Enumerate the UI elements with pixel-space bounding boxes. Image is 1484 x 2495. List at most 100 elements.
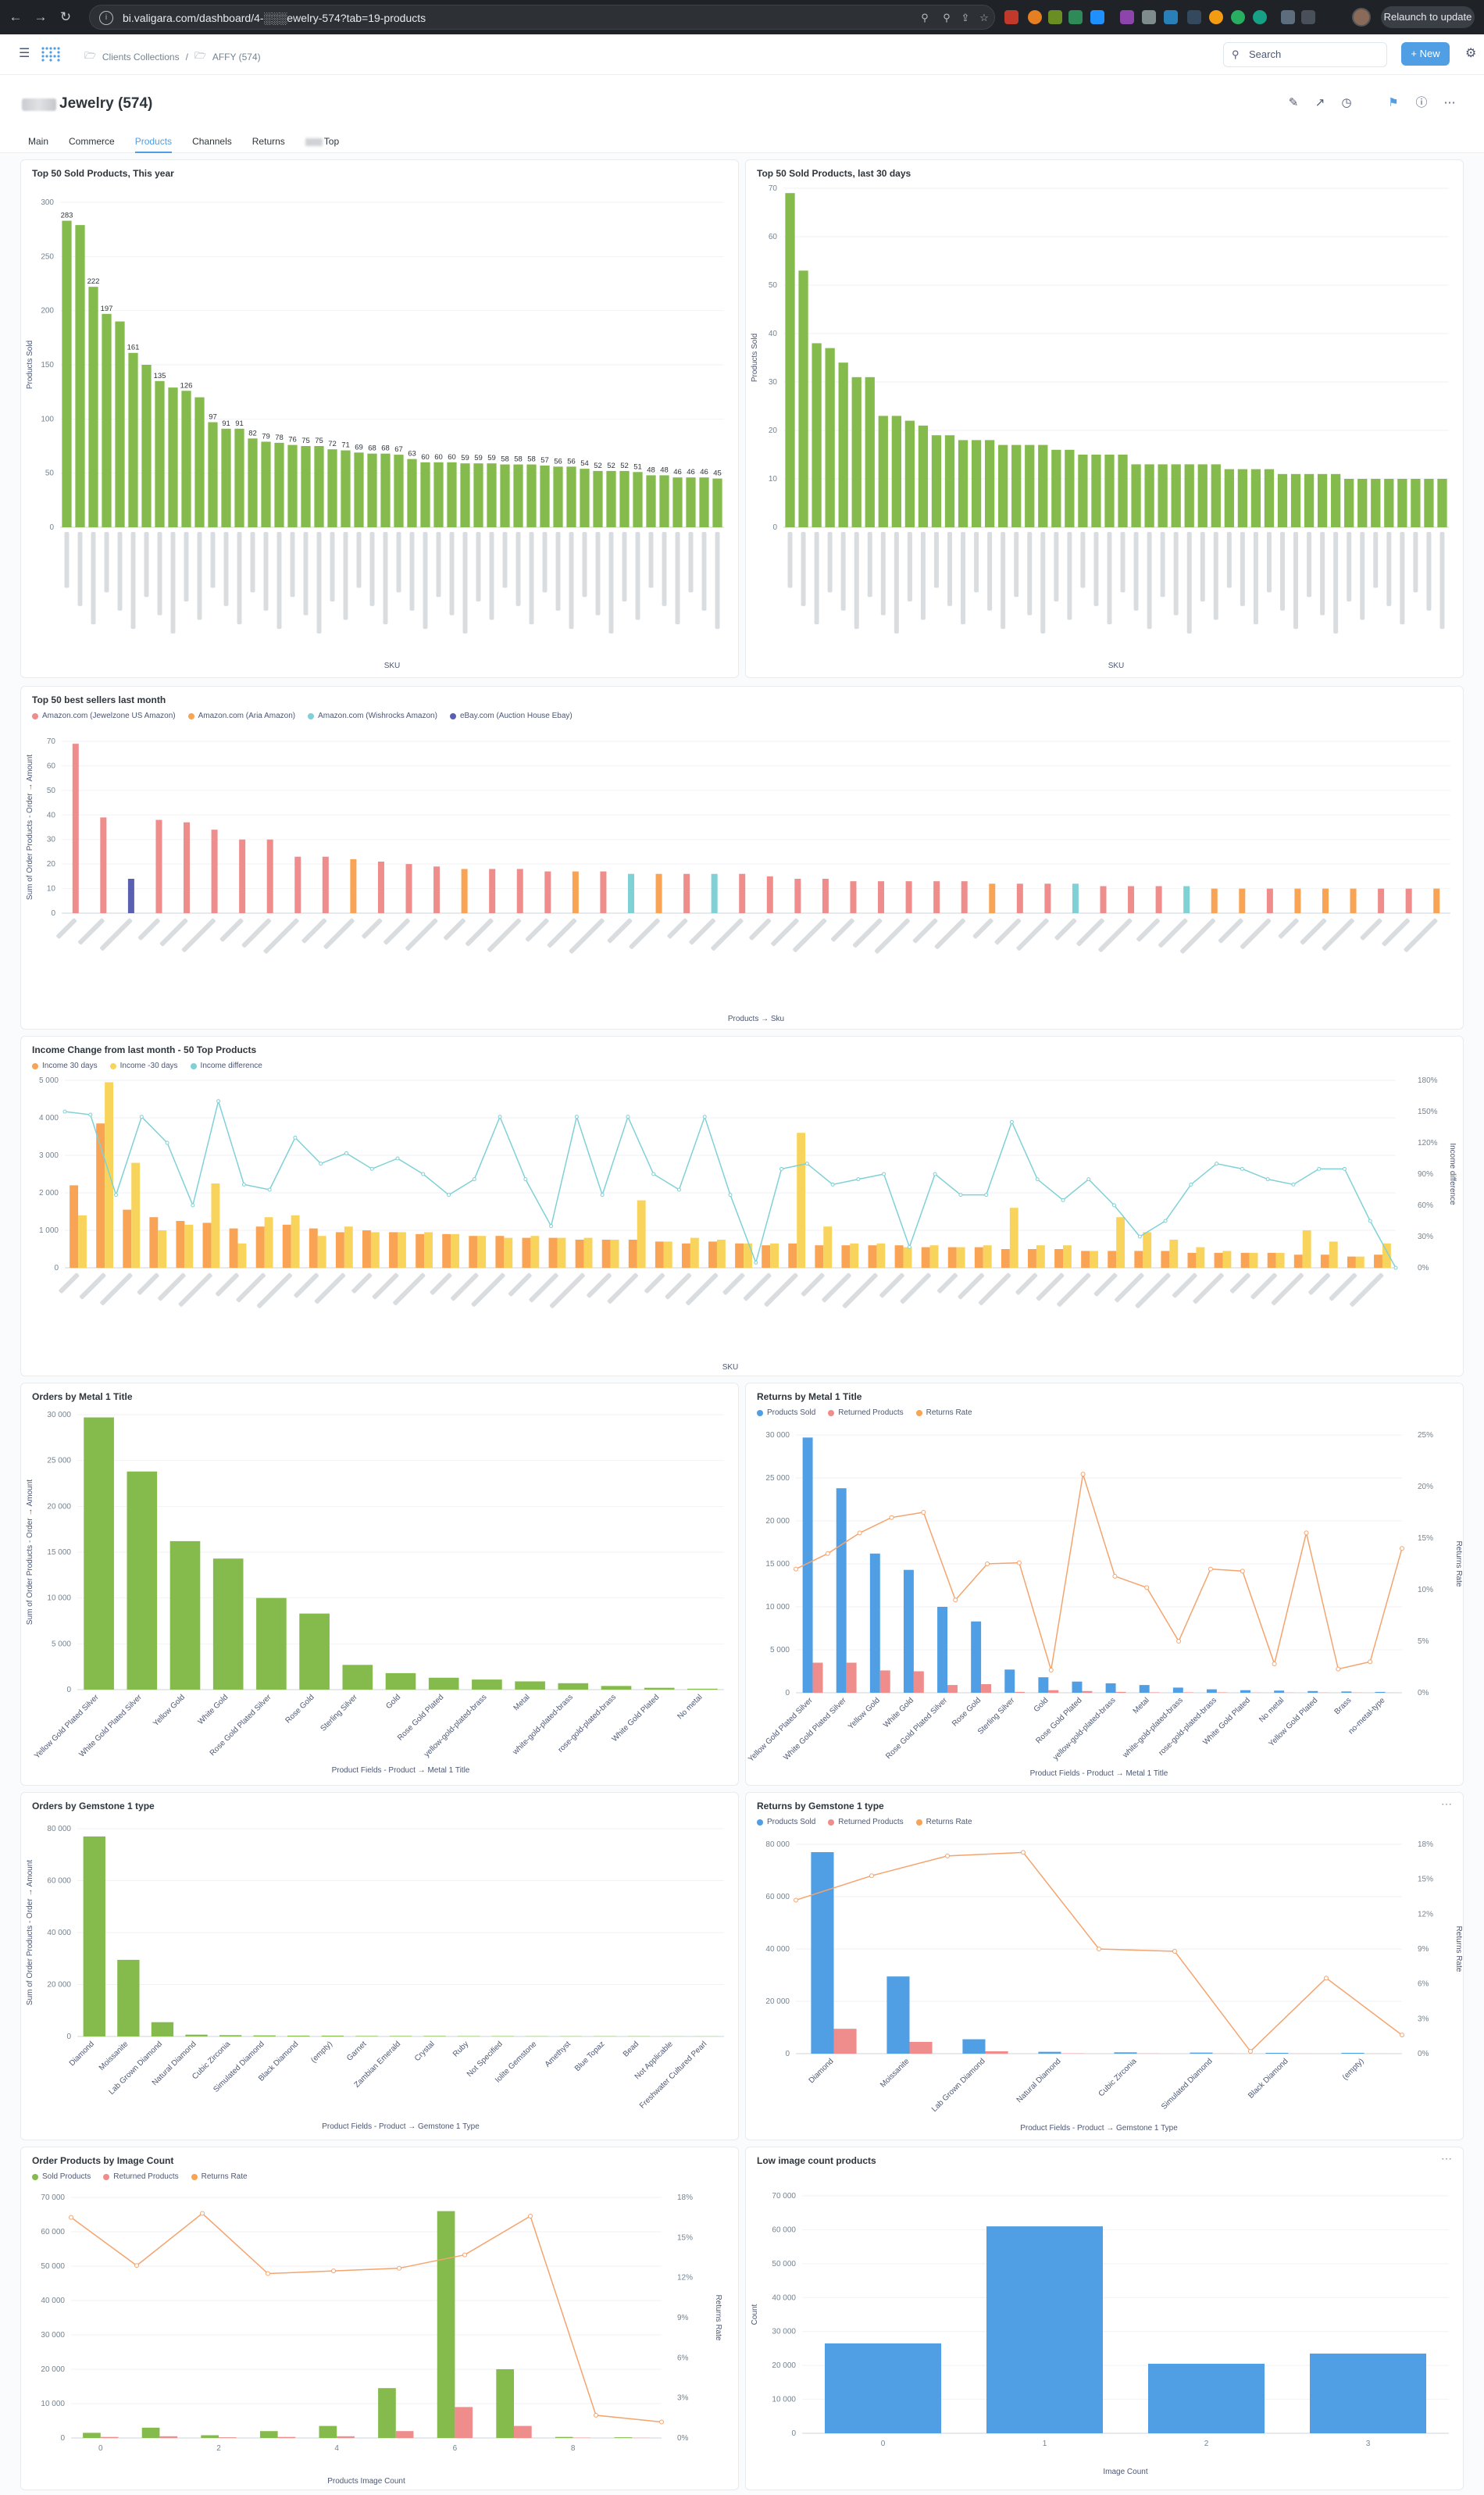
legend-item[interactable]: Amazon.com (Jewelzone US Amazon) (32, 712, 176, 720)
bar-income-minus30 (477, 1236, 487, 1268)
profile-avatar[interactable] (1352, 8, 1371, 27)
menu-icon[interactable]: ☰ (19, 47, 30, 60)
data-label: 78 (275, 434, 284, 442)
more-options-icon[interactable]: ⋯ (1441, 2152, 1452, 2165)
extension-icon[interactable] (1120, 10, 1134, 24)
extension-icon[interactable] (1164, 10, 1178, 24)
tab-top[interactable]: Top (305, 136, 339, 153)
tab-main[interactable]: Main (28, 136, 49, 147)
card-title[interactable]: Low image count products (757, 2155, 876, 2166)
bar (619, 470, 630, 527)
extension-icon[interactable] (1048, 10, 1062, 24)
back-icon[interactable]: ← (9, 9, 23, 24)
redacted-sku-label (974, 532, 979, 593)
card-title[interactable]: Returns by Gemstone 1 type (757, 1801, 884, 1811)
redacted-sku-label (1107, 532, 1112, 625)
chart-top50-year[interactable]: 0 50 100 150 200 250 300 Products Sold 283 222 197… (21, 160, 739, 678)
card-title[interactable]: Top 50 Sold Products, This year (32, 168, 174, 179)
bar-income-minus30 (663, 1241, 672, 1268)
legend-item[interactable]: Returns Rate (915, 1818, 972, 1826)
site-info-icon[interactable]: i (99, 11, 113, 25)
legend-item[interactable]: Amazon.com (Wishrocks Amazon) (308, 712, 437, 720)
legend-item[interactable]: Returned Products (828, 1408, 904, 1417)
bookmark-icon[interactable]: ⚑ (1388, 96, 1399, 109)
chart-top50-30d[interactable]: 0 10 20 30 40 50 60 70 Products Sold SKU (746, 160, 1464, 678)
new-button[interactable]: + New (1401, 42, 1450, 66)
share-icon[interactable]: ⇪ (961, 12, 970, 23)
breadcrumb-item[interactable]: AFFY (574) (212, 51, 261, 62)
redacted-sku-label (1076, 918, 1104, 947)
address-bar[interactable]: i bi.valigara.com/dashboard/4-░░░ewelry-… (89, 5, 995, 30)
reload-icon[interactable]: ↻ (59, 9, 72, 24)
legend-item[interactable]: Returned Products (828, 1818, 904, 1826)
more-options-icon[interactable]: ⋯ (1441, 1797, 1452, 1810)
extensions-puzzle-icon[interactable] (1281, 10, 1295, 24)
card-title[interactable]: Top 50 best sellers last month (32, 694, 166, 705)
info-icon[interactable]: ⓘ (1415, 96, 1428, 109)
extension-icon[interactable] (1068, 10, 1083, 24)
extension-icon[interactable] (1209, 10, 1223, 24)
legend-item[interactable]: Products Sold (757, 1818, 815, 1826)
y-tick-label: 0% (1418, 1264, 1429, 1272)
metabase-logo[interactable] (41, 45, 61, 64)
relaunch-button[interactable]: Relaunch to update (1381, 6, 1475, 28)
chart-low-image[interactable]: 0 10 000 20 000 30 000 40 000 50 000 60 000 70 … (746, 2147, 1464, 2490)
bookmark-star-icon[interactable]: ☆ (979, 12, 989, 23)
search-input[interactable]: ⚲ Search (1223, 42, 1387, 67)
legend-item[interactable]: Income difference (190, 1062, 262, 1070)
legend-item[interactable]: Returns Rate (915, 1408, 972, 1417)
extension-calendar-icon[interactable] (1004, 10, 1018, 24)
legend-item[interactable]: eBay.com (Auction House Ebay) (449, 712, 573, 720)
tab-returns[interactable]: Returns (251, 136, 285, 147)
redacted-sku-label (529, 1272, 558, 1303)
legend-item[interactable]: Sold Products (32, 2172, 91, 2181)
breadcrumb-item[interactable]: Clients Collections (102, 51, 180, 62)
legend-item[interactable]: Returns Rate (191, 2172, 248, 2181)
legend-item[interactable]: Amazon.com (Aria Amazon) (187, 712, 295, 720)
chart-best-sellers[interactable]: 0 10 20 30 40 50 60 70 Sum of Order Products - O… (21, 687, 1464, 1030)
redacted-sku-label (675, 532, 680, 625)
extension-icon[interactable] (1090, 10, 1104, 24)
redacted-sku-label (356, 532, 362, 588)
extension-icon[interactable] (1028, 10, 1042, 24)
bar-sold (1038, 1677, 1049, 1693)
extension-icon[interactable] (1301, 10, 1315, 24)
card-title[interactable]: Top 50 Sold Products, last 30 days (757, 168, 911, 179)
line-point (1291, 1182, 1296, 1187)
share-icon[interactable]: ↗ (1315, 96, 1325, 109)
redacted-sku-label (1360, 532, 1365, 620)
chart-orders-gem[interactable]: 0 20 000 40 000 60 000 80 000 Sum of Order Pr… (21, 1793, 739, 2140)
legend-item[interactable]: Income -30 days (109, 1062, 178, 1070)
card-title[interactable]: Orders by Gemstone 1 type (32, 1801, 155, 1811)
tab-channels[interactable]: Channels (192, 136, 232, 147)
extension-icon[interactable] (1142, 10, 1156, 24)
chart-orders-metal[interactable]: 0 5 000 10 000 15 000 20 000 25 000 30 000 Sum … (21, 1383, 739, 1786)
edit-pencil-icon[interactable]: ✎ (1288, 96, 1299, 109)
forward-icon[interactable]: → (34, 9, 48, 24)
bar (1197, 464, 1208, 527)
redacted-sku-label (688, 532, 694, 593)
history-icon[interactable]: ◷ (1341, 96, 1352, 109)
more-options-icon[interactable]: ⋯ (1443, 96, 1456, 109)
zoom-icon[interactable]: ⚲ (943, 12, 951, 23)
extension-icon[interactable] (1187, 10, 1201, 24)
chart-income-change[interactable]: 0 1 000 2 000 3 000 4 000 5 000 0% 30% 60% 90% 120… (21, 1037, 1464, 1376)
legend-item[interactable]: Products Sold (757, 1408, 815, 1417)
chart-returns-gem[interactable]: 0 20 000 40 000 60 000 80 000 0% 3% 6% 9% 12% 15% 1… (746, 1793, 1464, 2140)
card-title[interactable]: Orders by Metal 1 Title (32, 1391, 133, 1402)
y-tick-label: 40 000 (47, 1929, 71, 1937)
legend-item[interactable]: Income 30 days (32, 1062, 98, 1070)
tab-products[interactable]: Products (134, 136, 173, 153)
chart-image-count[interactable]: 0 10 000 20 000 30 000 40 000 50 000 60 000 70 … (21, 2147, 739, 2490)
card-title[interactable]: Order Products by Image Count (32, 2155, 174, 2166)
chart-returns-metal[interactable]: 0 5 000 10 000 15 000 20 000 25 000 30 000 0% 5%… (746, 1383, 1464, 1786)
card-title[interactable]: Returns by Metal 1 Title (757, 1391, 862, 1402)
key-icon[interactable]: ⚲ (921, 12, 929, 23)
bar-income-30 (1320, 1255, 1329, 1268)
gear-icon[interactable]: ⚙ (1465, 47, 1477, 60)
extension-icon[interactable] (1231, 10, 1245, 24)
tab-commerce[interactable]: Commerce (69, 136, 115, 147)
card-title[interactable]: Income Change from last month - 50 Top P… (32, 1044, 257, 1055)
extension-icon[interactable] (1253, 10, 1267, 24)
legend-item[interactable]: Returned Products (103, 2172, 179, 2181)
